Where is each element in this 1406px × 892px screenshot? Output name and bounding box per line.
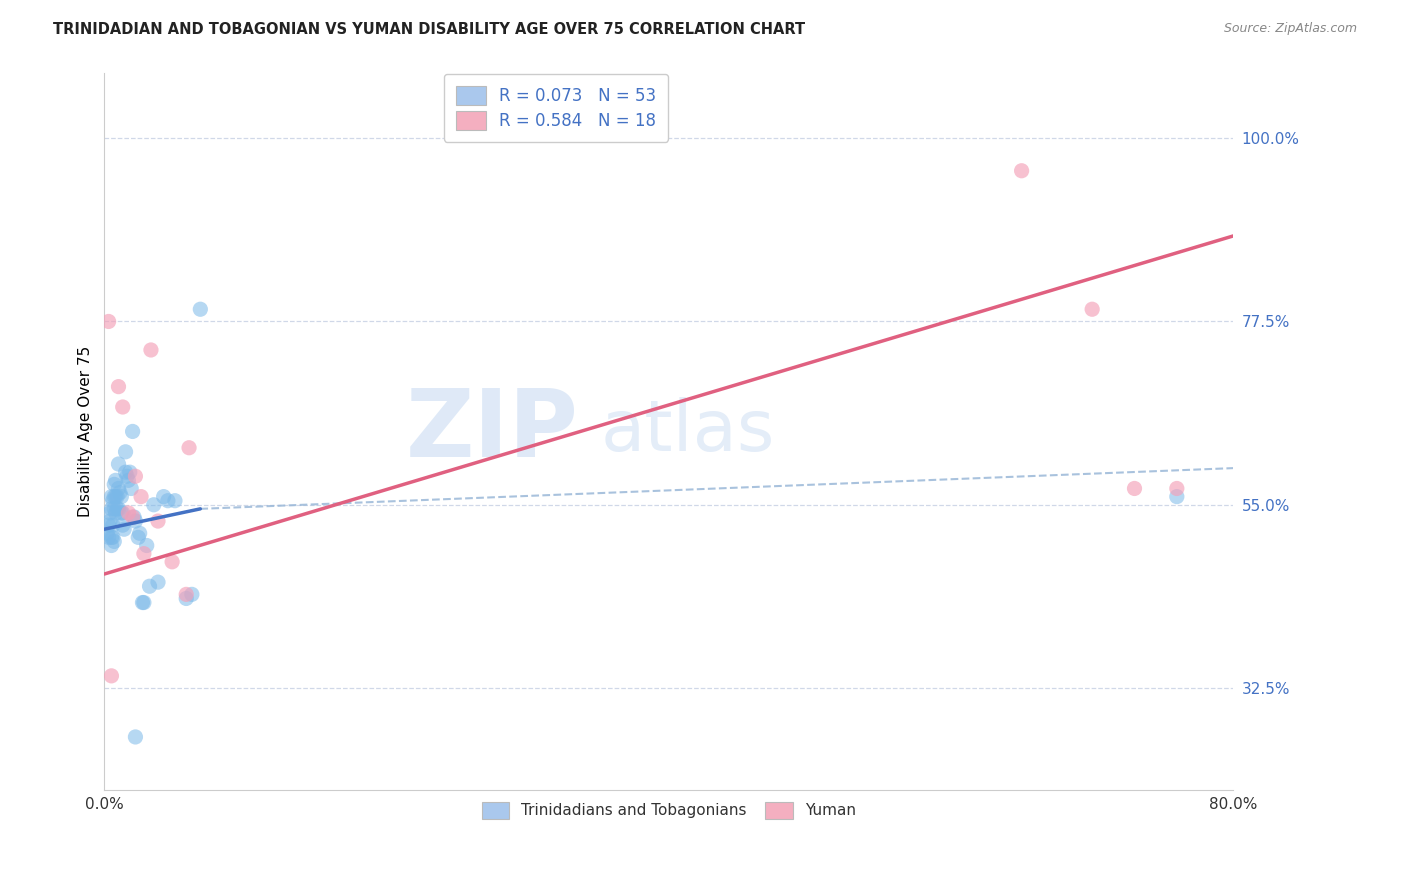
Point — [98, 514, 121, 528]
Point — [180, 587, 202, 601]
Point — [105, 490, 128, 504]
Text: atlas: atlas — [602, 397, 776, 466]
Point — [104, 490, 127, 504]
Point — [1166, 482, 1188, 496]
Point — [114, 465, 136, 479]
Text: Source: ZipAtlas.com: Source: ZipAtlas.com — [1223, 22, 1357, 36]
Point — [96, 526, 118, 541]
Point — [1081, 302, 1104, 317]
Point — [100, 501, 122, 516]
Point — [139, 343, 162, 357]
Point — [1123, 482, 1146, 496]
Text: TRINIDADIAN AND TOBAGONIAN VS YUMAN DISABILITY AGE OVER 75 CORRELATION CHART: TRINIDADIAN AND TOBAGONIAN VS YUMAN DISA… — [53, 22, 806, 37]
Point — [100, 539, 122, 553]
Point — [174, 587, 197, 601]
Text: ZIP: ZIP — [406, 385, 578, 477]
Point — [120, 482, 142, 496]
Point — [111, 506, 134, 520]
Point — [138, 579, 160, 593]
Point — [122, 510, 145, 524]
Point — [101, 530, 124, 544]
Point — [97, 518, 120, 533]
Point — [152, 490, 174, 504]
Legend: Trinidadians and Tobagonians, Yuman: Trinidadians and Tobagonians, Yuman — [475, 796, 862, 825]
Point — [124, 469, 146, 483]
Point — [103, 477, 125, 491]
Point — [104, 506, 127, 520]
Point — [97, 314, 120, 328]
Point — [127, 530, 149, 544]
Point — [105, 501, 128, 516]
Point — [98, 506, 121, 520]
Point — [129, 490, 152, 504]
Point — [115, 469, 138, 483]
Point — [108, 485, 131, 500]
Point — [142, 498, 165, 512]
Point — [117, 473, 139, 487]
Point — [112, 522, 135, 536]
Point — [1166, 490, 1188, 504]
Point — [128, 526, 150, 541]
Point — [117, 506, 139, 520]
Point — [156, 493, 179, 508]
Point — [110, 506, 132, 520]
Point — [97, 530, 120, 544]
Y-axis label: Disability Age Over 75: Disability Age Over 75 — [79, 346, 93, 517]
Point — [114, 445, 136, 459]
Point — [131, 595, 153, 609]
Point — [103, 501, 125, 516]
Point — [124, 730, 146, 744]
Point — [146, 575, 169, 590]
Point — [101, 493, 124, 508]
Point — [174, 591, 197, 606]
Point — [104, 473, 127, 487]
Point — [101, 518, 124, 533]
Point — [118, 465, 141, 479]
Point — [111, 518, 134, 533]
Point — [1011, 163, 1033, 178]
Point — [100, 530, 122, 544]
Point — [160, 555, 183, 569]
Point — [124, 514, 146, 528]
Point — [107, 457, 129, 471]
Point — [121, 425, 143, 439]
Point — [121, 510, 143, 524]
Point — [100, 669, 122, 683]
Point — [146, 514, 169, 528]
Point — [163, 493, 186, 508]
Point — [110, 490, 132, 504]
Point — [103, 534, 125, 549]
Point — [132, 547, 155, 561]
Point — [107, 482, 129, 496]
Point — [188, 302, 211, 317]
Point — [107, 501, 129, 516]
Point — [135, 539, 157, 553]
Point — [107, 379, 129, 393]
Point — [103, 490, 125, 504]
Point — [177, 441, 200, 455]
Point — [100, 490, 122, 504]
Point — [111, 400, 134, 414]
Point — [132, 595, 155, 609]
